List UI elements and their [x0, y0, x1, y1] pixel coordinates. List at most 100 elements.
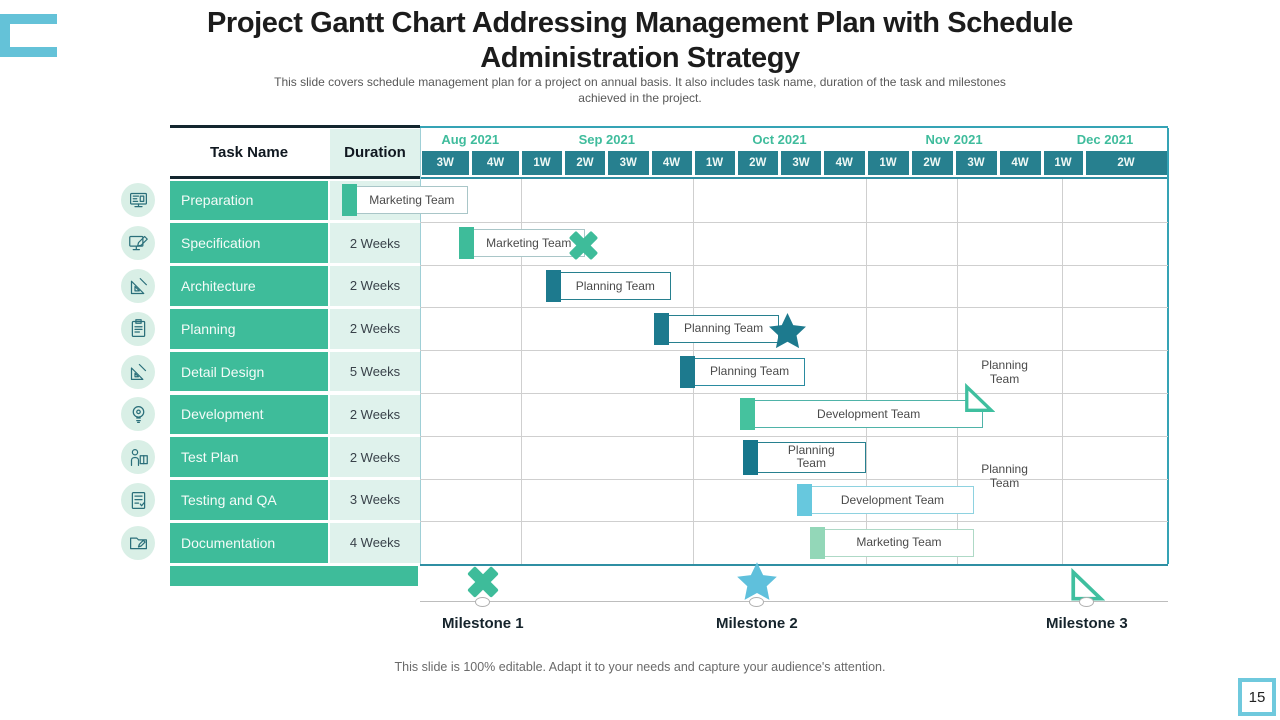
corner-bracket-decoration [0, 14, 57, 57]
month-label-nov-2021: Nov 2021 [925, 131, 983, 147]
column-gridline [520, 179, 522, 565]
task-name-cell-planning: Planning [170, 308, 328, 349]
gantt-bar-testing-and-qa [796, 486, 975, 514]
duration-cell-planning: 2 Weeks [330, 308, 420, 349]
table-top-border [170, 125, 420, 128]
star-marker-planning [767, 311, 808, 352]
duration-header: Duration [330, 129, 420, 176]
week-cell-oct-2021-1w: 1W [694, 151, 735, 175]
gantt-bar-block-testing-and-qa [796, 484, 812, 516]
bar-label-test-plan: Planning Team [787, 443, 835, 471]
task-icon-circle [121, 269, 155, 303]
task-name-cell-architecture: Architecture [170, 266, 328, 306]
row-gridline [420, 393, 1168, 394]
week-cell-nov-2021-3w: 3W [955, 151, 997, 175]
week-cell-sep-2021-1w: 1W [522, 151, 562, 175]
gantt-bar-block-test-plan [742, 439, 758, 475]
gantt-bar-detail-design [679, 357, 806, 386]
row-gridline [420, 435, 1168, 437]
gantt-bar-block-preparation [342, 184, 358, 217]
milestone-1-label: Milestone 1 [441, 615, 524, 632]
gantt-bar-architecture [545, 272, 672, 300]
week-cell-dec-2021-2w: 2W [1085, 151, 1167, 175]
milestone-1-marker [463, 562, 503, 602]
gantt-bar-preparation [342, 186, 468, 215]
duration-cell-architecture: 2 Weeks [330, 266, 420, 306]
page-title: Project Gantt Chart Addressing Managemen… [206, 7, 1074, 74]
gantt-bar-block-architecture [545, 270, 561, 302]
gantt-bar-block-documentation [809, 526, 825, 559]
week-cell-nov-2021-4w: 4W [999, 151, 1041, 175]
chart-left-border [420, 128, 421, 565]
week-cell-aug-2021-4w: 4W [472, 151, 519, 175]
column-gridline [866, 179, 867, 565]
bar-label-testing-and-qa: Development Team [840, 492, 945, 507]
week-cell-sep-2021-2w: 2W [565, 151, 605, 175]
gantt-bar-test-plan [742, 441, 866, 473]
duration-cell-detail-design: 5 Weeks [330, 351, 420, 392]
week-cell-dec-2021-1w: 1W [1043, 151, 1083, 175]
page-number: 15 [1248, 688, 1266, 706]
column-gridline [957, 179, 958, 565]
task-name-header: Task Name [170, 129, 328, 176]
bar-label-architecture: Planning Team [575, 278, 655, 293]
task-name-cell-detail-design: Detail Design [170, 351, 328, 392]
month-label-aug-2021: Aug 2021 [441, 131, 500, 147]
bar-label-development: Development Team [817, 406, 921, 421]
week-cell-oct-2021-2w: 2W [737, 151, 778, 175]
blueprint-monitor-icon [128, 190, 149, 211]
task-name-cell-testing-and-qa: Testing and QA [170, 480, 328, 520]
cross-marker-specification [565, 227, 602, 264]
row-gridline [420, 478, 1168, 480]
task-name-cell-test-plan: Test Plan [170, 437, 328, 478]
week-cell-oct-2021-3w: 3W [781, 151, 821, 175]
bar-label-specification: Marketing Team [486, 235, 572, 250]
task-icon-circle [121, 183, 155, 218]
month-label-sep-2021: Sep 2021 [578, 131, 635, 147]
footer-note: This slide is 100% editable. Adapt it to… [394, 660, 886, 674]
column-gridline [1062, 179, 1063, 565]
week-cell-nov-2021-1w: 1W [867, 151, 909, 175]
task-name-cell-documentation: Documentation [170, 522, 328, 563]
bar-label-documentation: Marketing Team [856, 535, 942, 550]
folder-pencil-icon [128, 532, 149, 553]
task-icon-circle [121, 483, 155, 517]
clipboard-icon [128, 318, 149, 339]
gantt-bar-block-detail-design [679, 355, 695, 388]
set-square-icon [128, 276, 149, 297]
chart-top-border [420, 126, 1168, 128]
flag-marker-development [963, 383, 996, 415]
task-name-cell-development: Development [170, 394, 328, 435]
chart-right-border [1167, 128, 1169, 565]
row-gridline [420, 307, 1168, 309]
milestone-3-axis-point [1079, 596, 1095, 607]
task-icon-circle [121, 440, 155, 475]
milestone-1-axis-point [475, 596, 491, 607]
row-gridline [420, 264, 1168, 266]
bar-label-preparation: Marketing Team [369, 192, 455, 207]
floating-team-label: Planning Team [981, 462, 1028, 491]
duration-cell-test-plan: 2 Weeks [330, 437, 420, 478]
bar-label-planning: Planning Team [684, 321, 764, 336]
week-cell-sep-2021-3w: 3W [608, 151, 649, 175]
gantt-bar-block-specification [458, 227, 474, 260]
milestone-2-axis-point [749, 596, 765, 607]
milestone-2-marker [735, 560, 779, 604]
task-icon-circle [121, 525, 155, 560]
gantt-bar-specification [458, 229, 585, 258]
task-icon-circle [121, 397, 155, 432]
checklist-document-icon [128, 490, 149, 511]
task-icon-circle [121, 226, 155, 261]
trainer-book-icon [128, 447, 149, 468]
slide-subtitle: This slide covers schedule management pl… [274, 75, 1006, 105]
month-label-oct-2021: Oct 2021 [752, 131, 807, 147]
task-icon-circle [121, 354, 155, 389]
duration-cell-development: 2 Weeks [330, 394, 420, 435]
task-name-cell-preparation: Preparation [170, 180, 328, 221]
bar-label-detail-design: Planning Team [709, 364, 790, 379]
table-footer-strip [170, 566, 418, 586]
week-cell-aug-2021-3w: 3W [421, 151, 469, 175]
milestone-axis-line [420, 601, 1168, 602]
week-cell-oct-2021-4w: 4W [824, 151, 865, 175]
